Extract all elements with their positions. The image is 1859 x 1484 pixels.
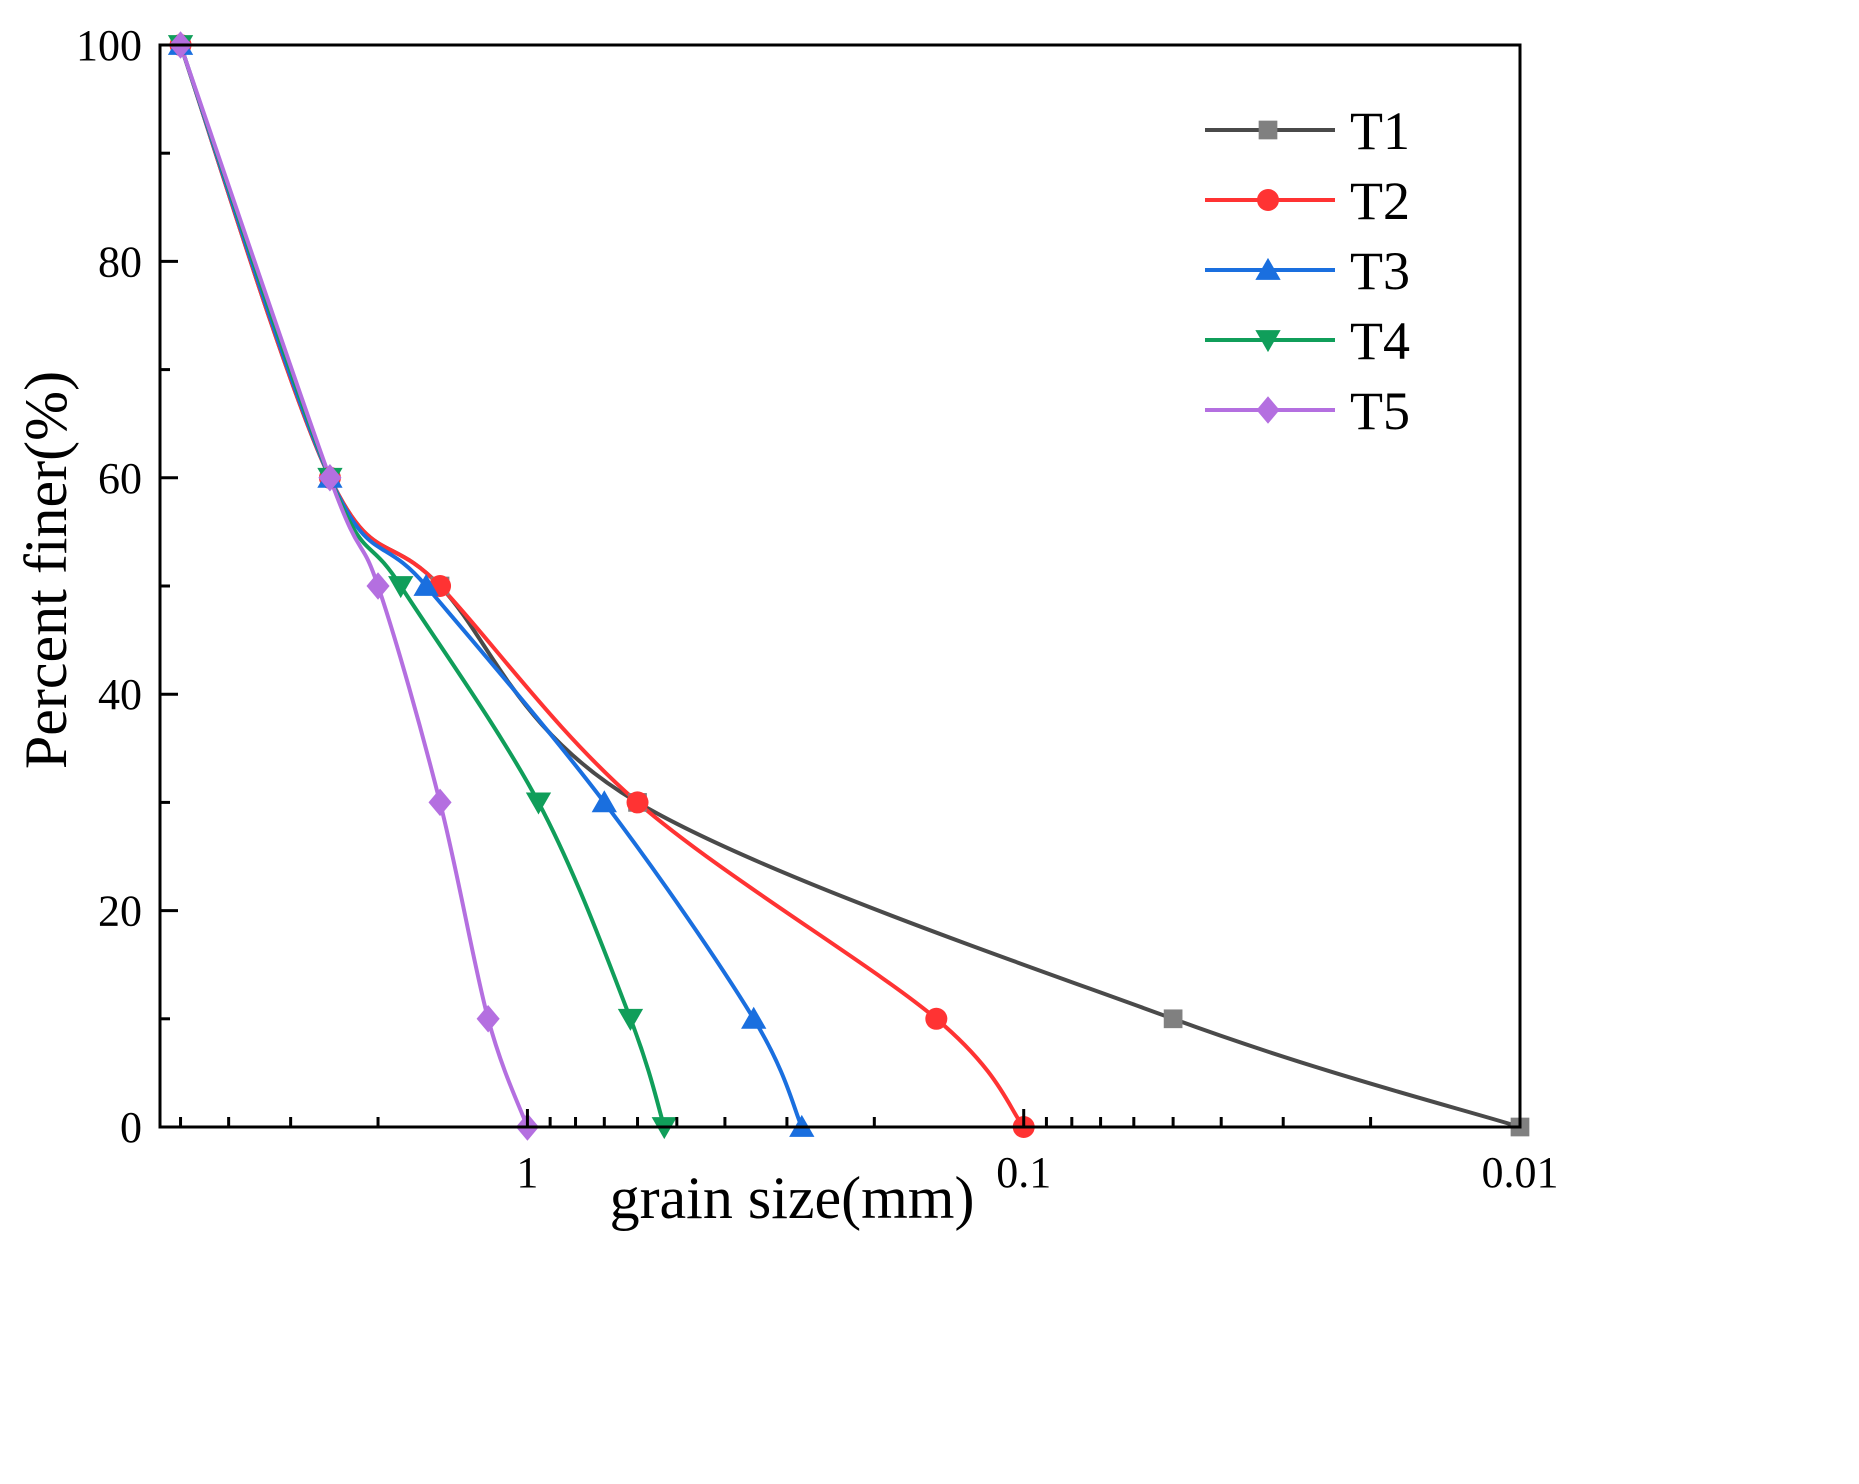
data-point-t5 — [366, 572, 390, 600]
y-tick-label: 20 — [98, 887, 142, 936]
legend-marker-t1 — [1258, 120, 1278, 140]
legend-marker-t3 — [1255, 257, 1281, 280]
plot-area — [160, 45, 1520, 1127]
data-point-t5 — [476, 1005, 500, 1033]
legend-label-t1: T1 — [1350, 101, 1410, 161]
data-point-t5 — [428, 788, 452, 817]
legend-marker-t4 — [1255, 330, 1281, 353]
x-tick-label: 0.1 — [996, 1148, 1051, 1197]
legend-marker-t2 — [1257, 189, 1279, 211]
y-tick-label: 60 — [98, 454, 142, 503]
y-axis-title: Percent finer(%) — [13, 371, 79, 769]
y-tick-label: 100 — [76, 21, 142, 70]
legend: T1 T2 T3 T4 T5 — [1205, 101, 1410, 441]
y-tick-label: 80 — [98, 237, 142, 286]
legend-label-t2: T2 — [1350, 171, 1410, 231]
legend-marker-t5 — [1256, 396, 1280, 424]
data-point-t1 — [1163, 1009, 1183, 1029]
x-tick-label: 0.01 — [1482, 1148, 1559, 1197]
y-tick-label: 40 — [98, 670, 142, 719]
y-tick-label: 0 — [120, 1103, 142, 1152]
data-point-t3 — [413, 573, 439, 596]
data-point-t2 — [626, 791, 649, 814]
data-point-t5 — [318, 464, 342, 492]
data-point-t3 — [741, 1006, 767, 1029]
x-axis: 1 0.1 0.01 — [179, 1109, 1559, 1197]
data-point-t4 — [388, 576, 414, 599]
x-tick-label: 1 — [516, 1148, 538, 1197]
data-point-t4 — [617, 1008, 644, 1031]
y-axis: 0 20 40 60 80 100 — [76, 21, 178, 1152]
legend-label-t3: T3 — [1350, 241, 1410, 301]
x-axis-title: grain size(mm) — [610, 1165, 975, 1231]
legend-label-t5: T5 — [1350, 381, 1410, 441]
data-point-t4 — [525, 792, 552, 815]
legend-label-t4: T4 — [1350, 311, 1410, 371]
data-point-t3 — [591, 790, 617, 813]
data-point-t2 — [925, 1007, 948, 1030]
